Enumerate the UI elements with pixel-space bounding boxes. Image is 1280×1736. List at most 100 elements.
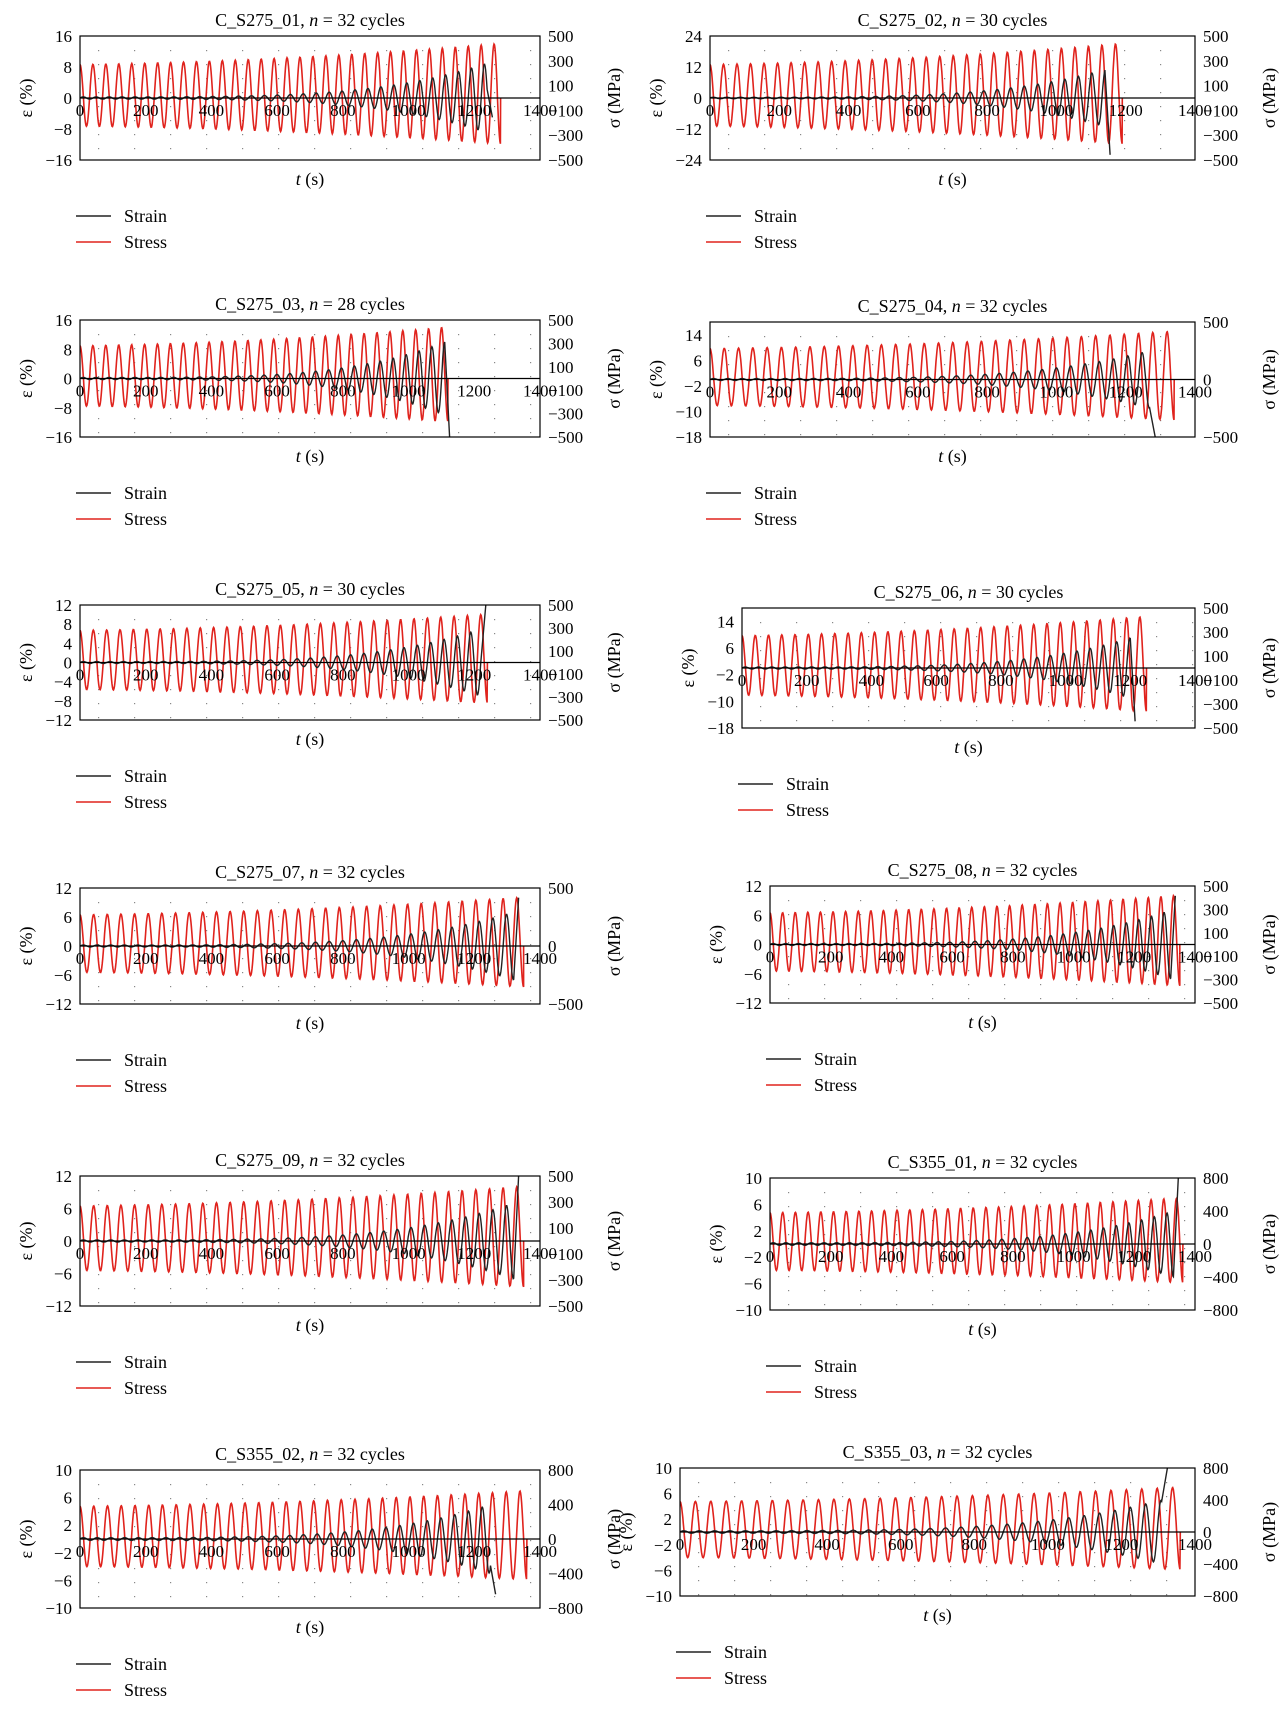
grid-dot xyxy=(98,78,100,80)
grid-dot xyxy=(314,376,316,378)
grid-dot xyxy=(98,1568,100,1570)
grid-dot xyxy=(832,664,834,666)
grid-dot xyxy=(976,720,978,722)
grid-dot xyxy=(1088,120,1090,122)
grid-dot xyxy=(314,1274,316,1276)
grid-dot xyxy=(1112,970,1114,972)
legend-label-stress: Stress xyxy=(814,1382,857,1402)
x-tick-label: 0 xyxy=(76,666,85,685)
grid-dot xyxy=(800,78,802,80)
grid-dot xyxy=(1076,1304,1078,1306)
y-axis-label: ε (%) xyxy=(16,926,37,965)
grid-dot xyxy=(350,1512,352,1514)
grid-dot xyxy=(530,717,532,719)
grid-dot xyxy=(530,1512,532,1514)
grid-dot xyxy=(1160,350,1162,352)
x-tick-label: 0 xyxy=(76,949,85,968)
grid-dot xyxy=(1048,650,1050,652)
grid-dot xyxy=(278,1000,280,1002)
grid-dot xyxy=(980,392,982,394)
y2-tick-label: 500 xyxy=(548,879,574,898)
grid-dot xyxy=(422,1484,424,1486)
grid-dot xyxy=(904,720,906,722)
grid-dot xyxy=(350,404,352,406)
x-axis-label: t (s) xyxy=(296,169,325,190)
y2-tick-label: 400 xyxy=(548,1496,574,1515)
grid-dot xyxy=(170,1568,172,1570)
grid-dot xyxy=(878,1538,880,1540)
chart-panel-C_S355_02: 0 200 400 600 800 1000 1200 1400 10 6 2 −2 −6 −10 800 4… xyxy=(16,1444,625,1700)
chart-panel-C_S275_02: 0 200 400 600 800 1000 1200 140024120−12−245003… xyxy=(646,10,1280,252)
grid-dot xyxy=(422,647,424,649)
grid-dot xyxy=(530,902,532,904)
grid-dot xyxy=(1120,622,1122,624)
chart-panel-C_S275_08: 0 200 400 600 800 1000 1200 14001260−6−12500300… xyxy=(706,860,1280,1095)
y2-tick-label: −500 xyxy=(548,151,583,170)
grid-dot xyxy=(494,717,496,719)
grid-dot xyxy=(170,376,172,378)
grid-dot xyxy=(206,1596,208,1598)
grid-dot xyxy=(314,120,316,122)
grid-dot xyxy=(386,717,388,719)
grid-dot xyxy=(878,1552,880,1554)
grid-dot xyxy=(872,106,874,108)
grid-dot xyxy=(314,1288,316,1290)
grid-dot xyxy=(968,970,970,972)
grid-dot xyxy=(242,1596,244,1598)
grid-dot xyxy=(1094,1552,1096,1554)
grid-dot xyxy=(824,914,826,916)
grid-dot xyxy=(386,1288,388,1290)
x-axis-label: t (s) xyxy=(968,1012,997,1033)
grid-dot xyxy=(530,1246,532,1248)
grid-dot xyxy=(764,350,766,352)
grid-dot xyxy=(206,1512,208,1514)
grid-dot xyxy=(836,420,838,422)
grid-dot xyxy=(530,703,532,705)
legend: Strain Stress xyxy=(76,1654,167,1700)
grid-dot xyxy=(908,336,910,338)
grid-dot xyxy=(1124,120,1126,122)
grid-dot xyxy=(386,334,388,336)
grid-dot xyxy=(314,944,316,946)
y2-tick-label: 100 xyxy=(1203,77,1229,96)
y-tick-label: −6 xyxy=(54,1265,72,1284)
grid-dot xyxy=(458,1218,460,1220)
grid-dot xyxy=(1156,706,1158,708)
grid-dot xyxy=(422,348,424,350)
grid-dot xyxy=(530,1204,532,1206)
grid-dot xyxy=(98,1246,100,1248)
grid-dot xyxy=(1052,148,1054,150)
grid-dot xyxy=(1004,956,1006,958)
grid-dot xyxy=(1048,720,1050,722)
grid-dot xyxy=(1166,1538,1168,1540)
grid-dot xyxy=(98,619,100,621)
grid-dot xyxy=(940,622,942,624)
grid-dot xyxy=(242,703,244,705)
grid-dot xyxy=(770,1594,772,1596)
grid-dot xyxy=(950,1566,952,1568)
grid-dot xyxy=(1124,92,1126,94)
grid-dot xyxy=(1052,420,1054,422)
grid-dot xyxy=(770,1552,772,1554)
grid-dot xyxy=(868,706,870,708)
grid-dot xyxy=(458,348,460,350)
grid-dot xyxy=(1088,148,1090,150)
grid-dot xyxy=(206,1498,208,1500)
grid-dot xyxy=(98,418,100,420)
grid-dot xyxy=(98,148,100,150)
grid-dot xyxy=(98,376,100,378)
grid-dot xyxy=(278,1540,280,1542)
grid-dot xyxy=(872,120,874,122)
grid-dot xyxy=(1184,1206,1186,1208)
grid-dot xyxy=(530,661,532,663)
grid-dot xyxy=(98,1484,100,1486)
grid-dot xyxy=(98,930,100,932)
legend-label-stress: Stress xyxy=(724,1668,767,1688)
grid-dot xyxy=(206,930,208,932)
grid-dot xyxy=(458,1596,460,1598)
grid-dot xyxy=(800,148,802,150)
grid-dot xyxy=(788,1290,790,1292)
grid-dot xyxy=(1192,678,1194,680)
grid-dot xyxy=(1156,636,1158,638)
grid-dot xyxy=(242,944,244,946)
